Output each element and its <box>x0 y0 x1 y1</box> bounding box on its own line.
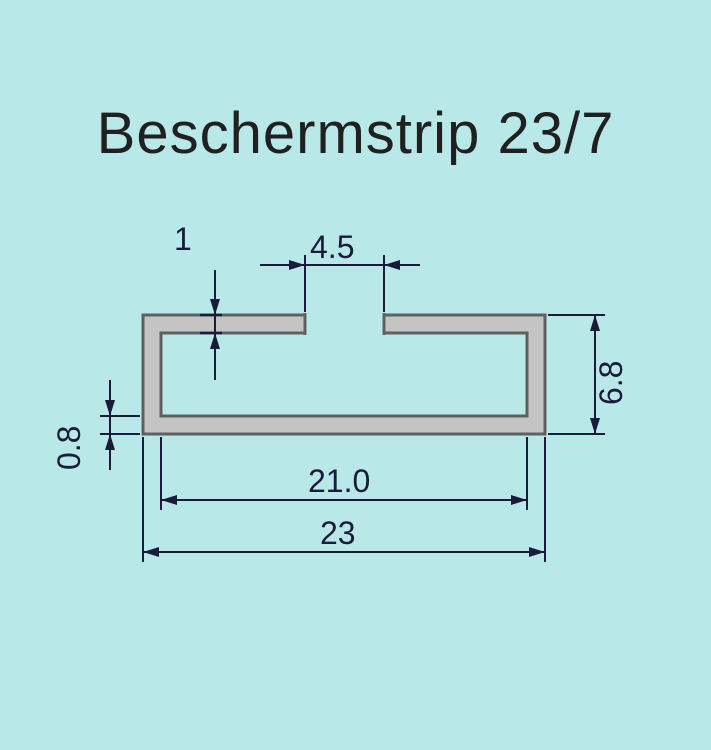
dim-height: 6.8 <box>548 315 629 434</box>
technical-drawing: 4.5 1 6.8 0.8 21.0 <box>0 0 711 750</box>
dim-wall-top: 1 <box>174 221 222 380</box>
dim-height-label: 6.8 <box>593 361 629 405</box>
dim-outer-width-label: 23 <box>320 515 356 551</box>
dim-inner-width: 21.0 <box>161 437 527 510</box>
dim-wall-top-label: 1 <box>174 221 192 257</box>
dim-wall-bottom: 0.8 <box>51 380 140 470</box>
dim-slot-width: 4.5 <box>260 229 420 312</box>
dim-wall-bottom-label: 0.8 <box>51 426 87 470</box>
dim-inner-width-label: 21.0 <box>308 463 370 499</box>
profile-shape <box>143 313 545 434</box>
dim-slot-width-label: 4.5 <box>310 229 354 265</box>
